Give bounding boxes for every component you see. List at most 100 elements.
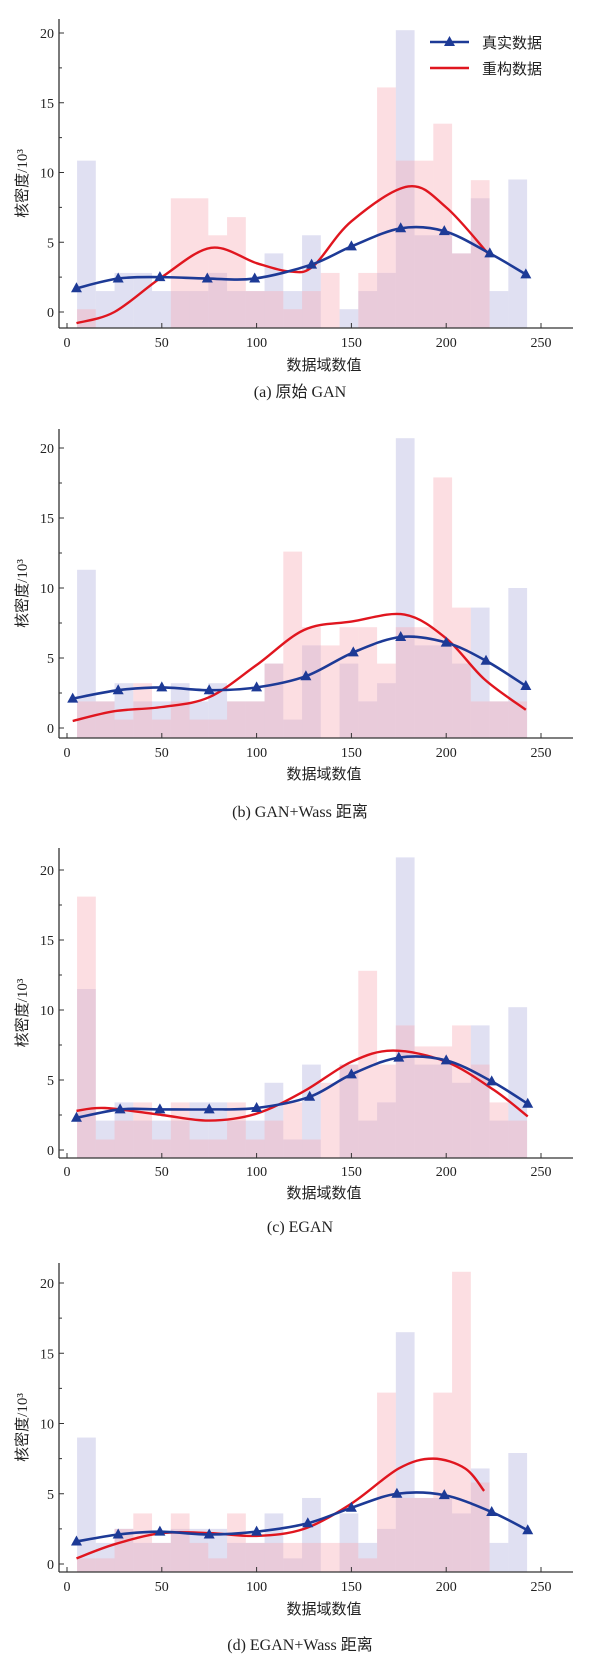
real-hist-bar bbox=[395, 30, 415, 329]
recon-hist-bar bbox=[320, 1542, 340, 1572]
real-hist-bar bbox=[302, 1064, 321, 1158]
real-hist-bar bbox=[283, 291, 303, 328]
real-hist-bar bbox=[208, 1528, 228, 1572]
recon-hist-bar bbox=[245, 1139, 265, 1158]
real-kde-marker bbox=[345, 240, 357, 251]
recon-hist-bar bbox=[245, 701, 265, 738]
y-tick-label: 0 bbox=[47, 722, 54, 737]
real-kde-marker bbox=[201, 272, 213, 283]
real-hist-bar bbox=[489, 1120, 509, 1158]
legend-real-marker-icon bbox=[444, 36, 455, 46]
real-kde-marker bbox=[520, 680, 532, 690]
real-hist-bar bbox=[452, 253, 471, 328]
recon-hist-bar bbox=[152, 719, 171, 738]
real-kde-marker bbox=[203, 1528, 215, 1539]
real-kde-marker bbox=[438, 225, 450, 236]
real-hist-bar bbox=[414, 1497, 434, 1572]
recon-hist-bar bbox=[414, 1046, 434, 1158]
recon-hist-bar bbox=[433, 477, 453, 738]
real-hist-bar bbox=[227, 1120, 246, 1158]
real-hist-bar bbox=[433, 235, 453, 328]
real-hist-bar bbox=[339, 663, 359, 738]
real-hist-bar bbox=[414, 1064, 434, 1158]
recon-kde-line bbox=[76, 1049, 529, 1122]
real-kde-marker bbox=[112, 684, 124, 695]
real-hist-bar bbox=[339, 1064, 359, 1158]
histograms bbox=[77, 438, 528, 738]
real-hist-bar bbox=[302, 1497, 321, 1572]
real-hist-bar bbox=[189, 1102, 209, 1158]
real-kde-marker bbox=[251, 1525, 263, 1536]
recon-hist-bar bbox=[452, 607, 471, 738]
real-hist-bar bbox=[114, 1102, 134, 1158]
real-hist-bar bbox=[114, 272, 134, 328]
recon-hist-bar bbox=[508, 1120, 528, 1158]
y-tick-label: 10 bbox=[40, 1418, 54, 1433]
x-axis-label: 数据域数值 bbox=[286, 1185, 361, 1202]
real-kde-marker bbox=[345, 1501, 357, 1512]
recon-hist-bar bbox=[414, 1497, 434, 1572]
y-axis-label: 核密度/10³ bbox=[14, 559, 31, 628]
real-hist-bar bbox=[208, 272, 228, 328]
x-tick-label: 150 bbox=[341, 1580, 362, 1595]
x-tick-label: 0 bbox=[64, 1580, 71, 1595]
real-hist-bar bbox=[377, 1528, 396, 1572]
real-hist-bar bbox=[95, 701, 115, 738]
real-kde-marker bbox=[480, 654, 492, 665]
recon-hist-bar bbox=[470, 701, 490, 738]
recon-hist-bar bbox=[95, 1558, 115, 1572]
subplot-caption: (d) EGAN+Wass 距离 bbox=[227, 1636, 373, 1654]
recon-hist-bar bbox=[302, 1542, 321, 1572]
real-hist-bar bbox=[152, 701, 171, 738]
y-tick-label: 15 bbox=[40, 1347, 54, 1362]
recon-hist-bar bbox=[470, 1064, 490, 1158]
real-hist-bar bbox=[227, 701, 246, 738]
recon-hist-bar bbox=[264, 1542, 284, 1572]
recon-hist-bar bbox=[227, 1513, 246, 1572]
recon-hist-bar bbox=[395, 160, 415, 328]
recon-hist-bar bbox=[283, 1542, 303, 1572]
real-kde-marker bbox=[114, 1103, 126, 1114]
real-kde-marker bbox=[154, 271, 166, 282]
real-hist-bar bbox=[452, 1513, 471, 1572]
real-hist-bar bbox=[264, 663, 284, 738]
real-hist-bar bbox=[377, 1102, 396, 1158]
recon-hist-bar bbox=[508, 701, 528, 738]
real-hist-bar bbox=[95, 291, 115, 328]
real-hist-bar bbox=[358, 701, 378, 738]
recon-hist-bar bbox=[208, 719, 228, 738]
recon-hist-bar bbox=[452, 253, 471, 328]
real-kde-marker bbox=[395, 222, 407, 233]
recon-hist-bar bbox=[395, 1025, 415, 1158]
real-hist-bar bbox=[489, 291, 509, 328]
x-tick-label: 50 bbox=[155, 1165, 169, 1180]
y-tick-label: 20 bbox=[40, 1277, 54, 1292]
recon-hist-bar bbox=[358, 1558, 378, 1572]
real-hist-bar bbox=[508, 1453, 528, 1572]
recon-hist-bar bbox=[358, 627, 378, 738]
real-kde-marker bbox=[522, 1097, 534, 1108]
y-tick-label: 5 bbox=[47, 1488, 54, 1503]
histograms bbox=[77, 1271, 528, 1572]
recon-hist-bar bbox=[489, 701, 509, 738]
real-kde-marker bbox=[70, 1111, 82, 1122]
real-kde-marker bbox=[395, 631, 407, 641]
real-kde-marker bbox=[302, 1517, 314, 1528]
real-hist-bar bbox=[358, 1120, 378, 1158]
subplot-caption: (b) GAN+Wass 距离 bbox=[232, 803, 368, 821]
real-hist-bar bbox=[95, 1120, 115, 1158]
y-axis-label: 核密度/10³ bbox=[14, 978, 31, 1047]
real-hist-bar bbox=[170, 291, 190, 328]
real-kde-marker bbox=[484, 247, 496, 258]
recon-hist-bar bbox=[395, 1497, 415, 1572]
y-tick-label: 15 bbox=[40, 512, 54, 527]
x-tick-label: 150 bbox=[341, 1165, 362, 1180]
real-kde-marker bbox=[520, 268, 532, 279]
real-hist-bar bbox=[245, 1120, 265, 1158]
recon-hist-bar bbox=[133, 1102, 153, 1158]
x-axis-label: 数据域数值 bbox=[286, 766, 361, 783]
recon-hist-bar bbox=[470, 1482, 490, 1572]
real-hist-bar bbox=[395, 1332, 415, 1572]
